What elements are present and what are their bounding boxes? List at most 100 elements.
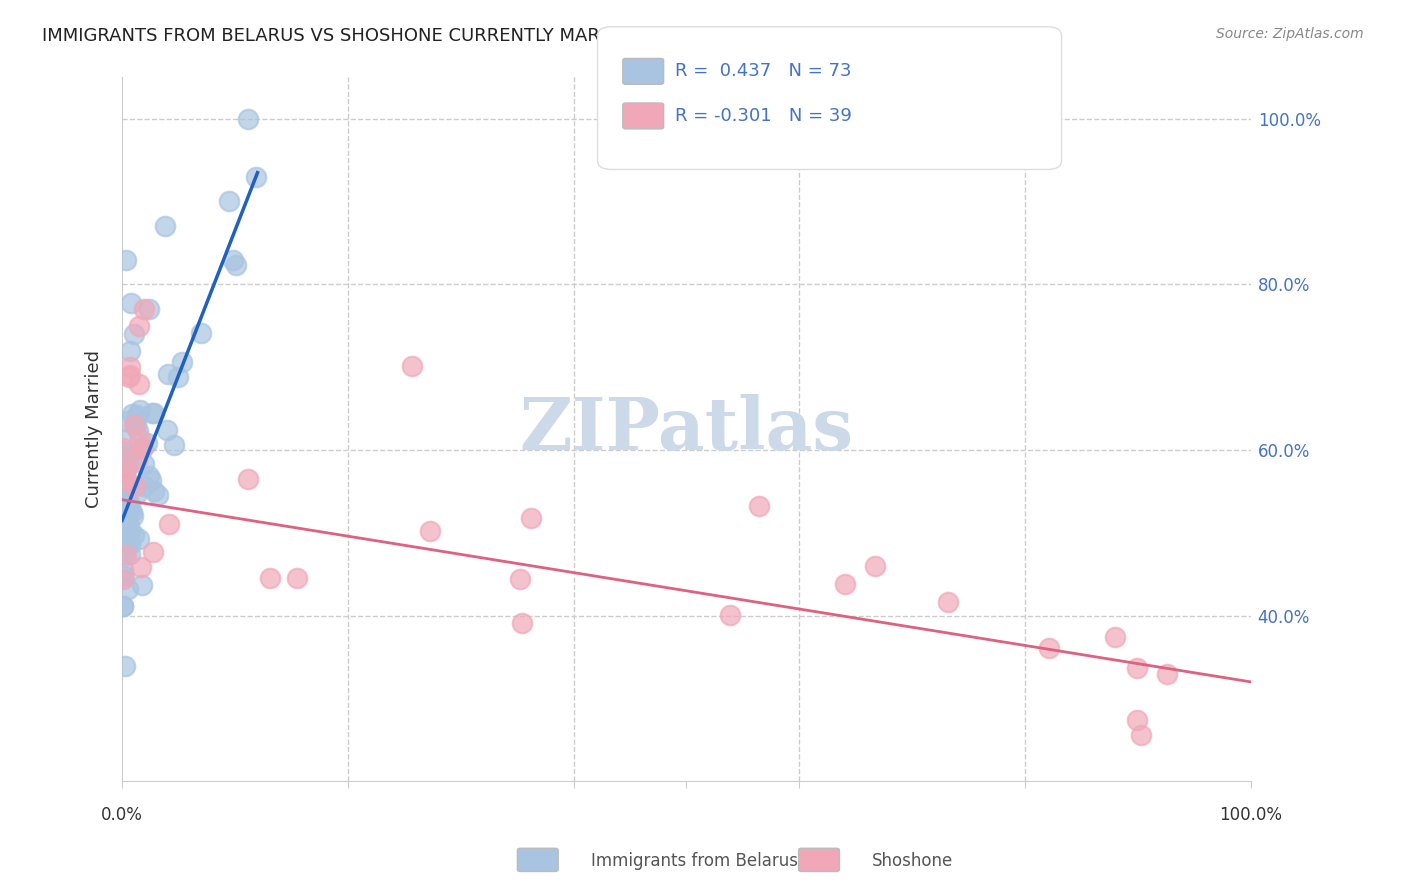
Point [117, 370, 139, 384]
Point [163, 438, 186, 452]
Point [138, 302, 160, 317]
Point [236, 112, 259, 126]
Point [120, 368, 142, 383]
Point [1038, 641, 1060, 656]
Point [131, 578, 153, 592]
Point [131, 441, 153, 455]
Point [120, 537, 142, 551]
Point [114, 433, 136, 447]
Point [112, 563, 135, 577]
Point [259, 571, 281, 585]
Point [112, 525, 135, 540]
Point [112, 441, 135, 455]
Point [1126, 661, 1149, 675]
Point [117, 582, 139, 596]
Point [115, 507, 138, 521]
Point [142, 406, 165, 420]
Point [125, 408, 148, 422]
Point [129, 403, 152, 417]
Point [509, 572, 531, 586]
Point [120, 524, 142, 538]
Point [834, 577, 856, 591]
Text: R =  0.437   N = 73: R = 0.437 N = 73 [675, 62, 852, 80]
Point [225, 259, 247, 273]
Point [117, 495, 139, 509]
Point [120, 547, 142, 561]
Point [520, 511, 543, 525]
Point [114, 528, 136, 542]
Point [1104, 631, 1126, 645]
Point [118, 476, 141, 491]
Point [128, 376, 150, 391]
Point [131, 442, 153, 456]
Point [111, 492, 134, 507]
Text: R = -0.301   N = 39: R = -0.301 N = 39 [675, 107, 852, 125]
Point [114, 486, 136, 500]
Point [118, 518, 141, 533]
Point [218, 194, 240, 208]
Point [142, 484, 165, 499]
Point [115, 414, 138, 428]
Point [748, 499, 770, 513]
Point [222, 253, 245, 268]
Text: ZIPatlas: ZIPatlas [519, 394, 853, 465]
Point [114, 490, 136, 504]
Point [112, 456, 135, 470]
Point [114, 466, 136, 480]
Text: Immigrants from Belarus: Immigrants from Belarus [591, 852, 797, 870]
Point [112, 513, 135, 527]
Point [863, 559, 886, 574]
Point [419, 524, 441, 538]
Point [125, 417, 148, 432]
Point [122, 417, 145, 432]
Point [142, 545, 165, 559]
Text: Shoshone: Shoshone [872, 852, 953, 870]
Point [166, 370, 188, 384]
Point [134, 458, 156, 472]
Point [121, 505, 143, 519]
Point [120, 343, 142, 358]
Point [118, 360, 141, 375]
Point [122, 527, 145, 541]
Point [132, 479, 155, 493]
Point [118, 450, 141, 464]
Point [114, 462, 136, 476]
Point [112, 491, 135, 505]
Point [120, 296, 142, 310]
Point [114, 658, 136, 673]
Point [122, 327, 145, 342]
Point [128, 532, 150, 546]
Point [112, 572, 135, 586]
Point [122, 508, 145, 523]
Point [111, 526, 134, 541]
Point [157, 367, 180, 381]
Point [112, 528, 135, 542]
Point [245, 170, 267, 185]
Point [510, 616, 533, 631]
Point [139, 473, 162, 487]
Point [111, 599, 134, 613]
Point [285, 571, 308, 585]
Point [127, 451, 149, 466]
Point [170, 354, 193, 368]
Point [111, 599, 134, 614]
Point [129, 560, 152, 574]
Point [111, 443, 134, 458]
Point [936, 594, 959, 608]
Point [1156, 666, 1178, 681]
Point [141, 406, 163, 420]
Text: 0.0%: 0.0% [101, 806, 143, 824]
Point [156, 423, 179, 437]
Point [121, 407, 143, 421]
Y-axis label: Currently Married: Currently Married [86, 351, 103, 508]
Point [124, 488, 146, 502]
Point [128, 318, 150, 333]
Point [112, 474, 135, 488]
Text: Source: ZipAtlas.com: Source: ZipAtlas.com [1216, 27, 1364, 41]
Point [115, 548, 138, 562]
Point [138, 469, 160, 483]
Point [117, 490, 139, 504]
Point [112, 466, 135, 480]
Point [124, 479, 146, 493]
Point [720, 608, 742, 623]
